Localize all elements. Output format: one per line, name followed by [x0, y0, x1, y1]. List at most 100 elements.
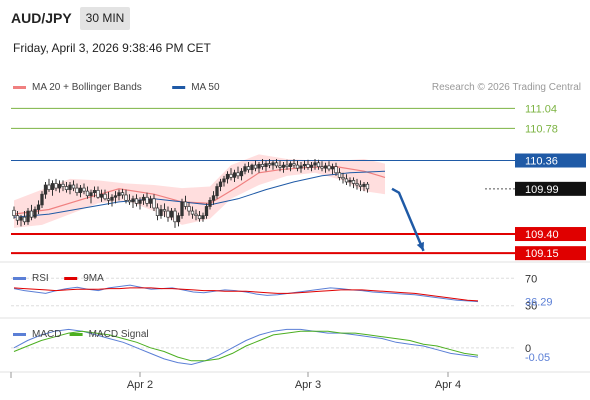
candle-body	[103, 193, 107, 200]
candle	[155, 203, 160, 221]
candle-body	[54, 183, 58, 189]
candle-body	[36, 204, 41, 210]
legend-label: MACD Signal	[89, 329, 149, 340]
candle	[22, 211, 27, 225]
candle-body	[64, 186, 69, 190]
candle	[225, 171, 230, 184]
candle-body	[365, 183, 370, 190]
candle	[131, 195, 135, 208]
candle	[187, 201, 191, 216]
candle	[169, 207, 174, 221]
candle-body	[201, 215, 205, 220]
candle	[54, 178, 58, 192]
candle	[141, 194, 146, 205]
candle	[36, 200, 41, 215]
candle	[285, 159, 289, 170]
currency-pair-title: AUD/JPY	[11, 10, 72, 26]
candle	[302, 160, 307, 170]
interval-badge[interactable]: 30 MIN	[80, 7, 130, 30]
candle-body	[22, 216, 27, 223]
candle-body	[320, 166, 324, 169]
candle-body	[12, 209, 16, 216]
candle-body	[239, 170, 244, 177]
candle	[243, 163, 247, 175]
candle	[334, 162, 338, 176]
candle	[57, 180, 62, 193]
candle-body	[162, 209, 167, 212]
candle-body	[344, 178, 349, 183]
legend-label: MA 50	[191, 82, 220, 93]
candle-body	[306, 163, 310, 168]
candle-body	[299, 165, 303, 169]
candle	[355, 178, 359, 190]
candle	[358, 180, 363, 192]
candle	[89, 189, 93, 204]
candle	[40, 191, 44, 208]
projection-arrowhead	[416, 241, 424, 251]
candle	[26, 207, 30, 225]
candle	[103, 189, 107, 201]
candle-body	[152, 198, 156, 209]
rsi-last-value: 36.29	[525, 297, 553, 309]
candle	[309, 162, 314, 172]
level-label: 110.78	[525, 123, 558, 135]
candle	[19, 214, 23, 227]
candle-body	[288, 163, 293, 167]
candle-body	[348, 180, 352, 183]
candle	[253, 160, 258, 172]
candle	[78, 185, 83, 198]
level-label-box	[515, 227, 586, 242]
level-label-box	[515, 246, 586, 261]
candle-body	[204, 206, 209, 216]
candle-body	[43, 184, 48, 195]
candle	[229, 168, 233, 181]
legend-label: RSI	[32, 273, 49, 284]
watermark: Research © 2026 Trading Central	[432, 82, 581, 93]
candle	[236, 166, 240, 179]
candle	[194, 209, 198, 221]
x-tick-label: Apr 2	[127, 379, 153, 391]
candle	[323, 162, 328, 173]
candle-body	[302, 163, 307, 167]
candle	[71, 180, 76, 192]
candle-body	[57, 183, 62, 189]
candle-body	[155, 207, 160, 216]
level-label: 109.40	[525, 229, 559, 241]
candle-body	[176, 215, 181, 223]
candle-body	[78, 187, 83, 194]
candle	[250, 163, 254, 175]
candle-body	[264, 163, 268, 167]
candle	[327, 161, 331, 172]
candle	[330, 163, 335, 175]
candle	[113, 191, 118, 204]
candle	[134, 194, 139, 207]
candle-body	[124, 194, 128, 201]
candle-body	[92, 190, 97, 194]
candle-body	[232, 172, 237, 178]
candle	[267, 158, 272, 169]
candle-body	[113, 195, 118, 198]
candle	[12, 206, 16, 219]
macd-last-value: -0.05	[525, 352, 550, 364]
candle	[50, 180, 55, 196]
candle-body	[159, 209, 163, 216]
candle-body	[313, 162, 317, 166]
candle-body	[180, 201, 184, 216]
candle	[197, 211, 202, 222]
candle-body	[99, 193, 104, 198]
legend-swatch	[13, 333, 26, 336]
candle	[180, 198, 184, 219]
candle-body	[85, 190, 90, 197]
candle-body	[127, 199, 132, 203]
candle	[271, 160, 275, 170]
candle	[152, 194, 156, 212]
level-label-box	[515, 181, 586, 196]
candle	[281, 162, 286, 173]
candle	[120, 188, 125, 199]
candle	[344, 174, 349, 186]
projection-arrow	[391, 187, 425, 252]
candle-body	[148, 198, 153, 204]
candle	[85, 186, 90, 199]
candle-body	[29, 210, 34, 218]
candle	[239, 168, 244, 181]
